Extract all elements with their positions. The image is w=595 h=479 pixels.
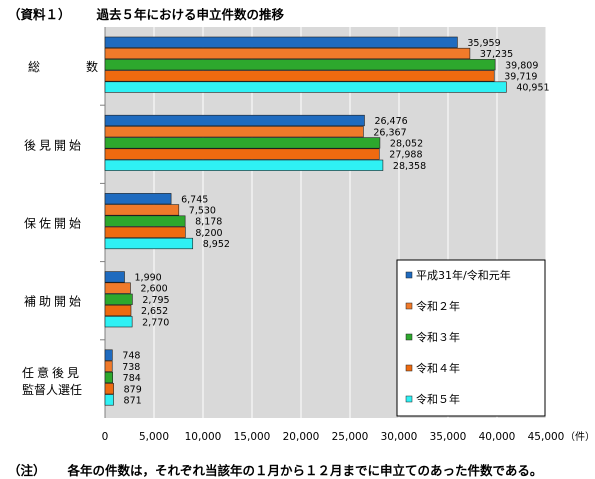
data-label: 28,052 <box>390 139 423 150</box>
data-label: 2,770 <box>142 317 169 328</box>
x-axis-tick-labels: 0 5,000 10,000 15,000 20,000 25,000 30,000 35,0… <box>102 431 565 443</box>
x-tick-label: 10,000 <box>185 431 222 443</box>
legend-swatch <box>405 271 413 279</box>
category-label: 後見開始 <box>24 138 84 152</box>
data-label: 8,952 <box>203 239 230 250</box>
chart-header: （資料１） 過去５年における申立件数の推移 <box>8 4 284 24</box>
bar <box>104 148 380 160</box>
bar <box>104 360 113 372</box>
legend-label: 令和３年 <box>416 330 460 344</box>
legend-swatch <box>405 302 413 310</box>
category-separators <box>100 104 105 341</box>
data-label: 871 <box>124 396 142 407</box>
x-tick-label: 5,000 <box>139 431 169 443</box>
bar <box>104 70 495 82</box>
legend-box <box>396 259 546 417</box>
legend-label: 平成31年/令和元年 <box>416 268 511 282</box>
bar <box>104 226 186 238</box>
data-label: 748 <box>122 351 140 362</box>
bar <box>104 394 114 406</box>
bar <box>104 193 172 205</box>
data-label: 1,990 <box>135 273 162 284</box>
bars <box>104 36 507 406</box>
x-tick-label: 25,000 <box>332 431 369 443</box>
bar <box>104 126 364 138</box>
x-tick-label: 40,000 <box>479 431 516 443</box>
data-label: 8,178 <box>195 217 222 228</box>
bar <box>104 215 186 227</box>
bar <box>104 293 133 305</box>
bar <box>104 282 131 294</box>
category-label: 保佐開始 <box>24 217 84 231</box>
legend-label: 令和５年 <box>416 392 460 406</box>
bar <box>104 304 132 317</box>
data-label: 27,988 <box>389 150 422 161</box>
x-tick-label: 15,000 <box>234 431 271 443</box>
data-label: 2,795 <box>142 295 169 306</box>
data-label: 7,530 <box>189 206 216 217</box>
legend-swatch <box>405 395 413 403</box>
bar <box>104 36 458 48</box>
bar <box>104 204 180 216</box>
data-labels: 35,959 26,476 6,745 1,990 748 37,235 26,367 7,5… <box>122 38 549 407</box>
x-tick-label: 45,000 <box>528 431 565 443</box>
data-label: 35,959 <box>467 38 500 49</box>
bar <box>104 81 507 93</box>
data-label: 28,358 <box>393 161 426 172</box>
document-tag: （資料１） <box>8 7 71 22</box>
bar <box>104 137 381 149</box>
data-label: 6,745 <box>181 194 208 205</box>
data-label: 2,652 <box>141 306 168 317</box>
legend-label: 令和２年 <box>416 299 460 313</box>
data-label: 39,809 <box>505 60 538 71</box>
x-axis-unit: （件） <box>565 431 595 443</box>
data-label: 26,476 <box>374 116 407 127</box>
data-label: 738 <box>122 362 140 373</box>
data-label: 2,600 <box>140 284 167 295</box>
legend-label: 令和４年 <box>416 361 460 375</box>
x-tick-label: 0 <box>102 431 109 443</box>
category-label: 監督人選任 <box>22 382 82 397</box>
bar <box>104 316 133 328</box>
chart-title: 過去５年における申立件数の推移 <box>96 7 285 22</box>
x-tick-label: 35,000 <box>430 431 467 443</box>
category-label: 総 <box>28 60 40 74</box>
category-label: 数 <box>86 59 98 74</box>
category-label: 補助開始 <box>24 295 84 309</box>
bar <box>104 114 365 127</box>
bar <box>104 371 113 384</box>
data-label: 37,235 <box>480 49 513 60</box>
bar <box>104 47 471 60</box>
bar <box>104 349 113 361</box>
legend-swatch <box>405 333 413 341</box>
bar <box>104 271 125 283</box>
bar <box>104 159 384 171</box>
category-label: 任意後見 <box>22 365 82 380</box>
data-label: 8,200 <box>195 228 222 239</box>
x-tick-label: 20,000 <box>283 431 320 443</box>
footnote: （注） 各年の件数は，それぞれ当該年の１月から１２月までに申立てのあった件数である… <box>8 460 542 479</box>
bar <box>104 237 194 250</box>
bar <box>104 59 496 71</box>
data-label: 784 <box>123 373 141 384</box>
x-tick-label: 30,000 <box>381 431 418 443</box>
data-label: 879 <box>124 384 142 395</box>
footnote-tag: （注） <box>8 463 46 478</box>
bar <box>104 383 114 395</box>
data-label: 26,367 <box>373 127 406 138</box>
data-label: 39,719 <box>504 72 537 83</box>
data-label: 40,951 <box>516 83 549 94</box>
legend-swatch <box>405 364 413 372</box>
footnote-text: 各年の件数は，それぞれ当該年の１月から１２月までに申立てのあった件数である。 <box>67 463 543 478</box>
